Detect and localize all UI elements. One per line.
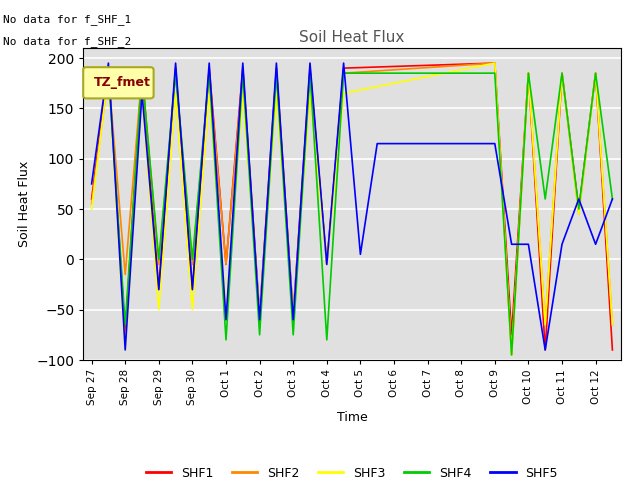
Title: Soil Heat Flux: Soil Heat Flux [300, 30, 404, 46]
Text: No data for f_SHF_2: No data for f_SHF_2 [3, 36, 131, 47]
Legend: SHF1, SHF2, SHF3, SHF4, SHF5: SHF1, SHF2, SHF3, SHF4, SHF5 [141, 462, 563, 480]
Text: TZ_fmet: TZ_fmet [94, 76, 151, 89]
Text: No data for f_SHF_1: No data for f_SHF_1 [3, 14, 131, 25]
X-axis label: Time: Time [337, 411, 367, 424]
Y-axis label: Soil Heat Flux: Soil Heat Flux [18, 161, 31, 247]
